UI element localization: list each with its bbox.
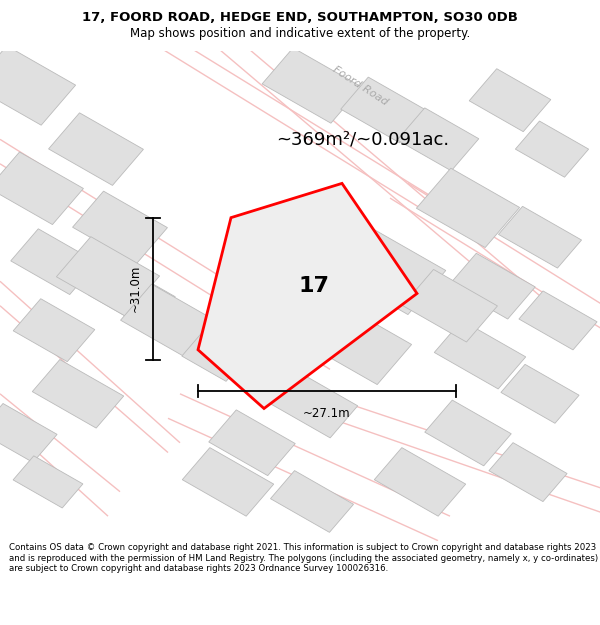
Polygon shape xyxy=(374,448,466,516)
Polygon shape xyxy=(425,400,511,466)
Polygon shape xyxy=(209,410,295,476)
Polygon shape xyxy=(262,48,362,123)
Polygon shape xyxy=(501,364,579,423)
Polygon shape xyxy=(434,321,526,389)
Polygon shape xyxy=(56,237,160,316)
Polygon shape xyxy=(258,312,318,358)
Polygon shape xyxy=(198,183,417,409)
Text: 17, FOORD ROAD, HEDGE END, SOUTHAMPTON, SO30 0DB: 17, FOORD ROAD, HEDGE END, SOUTHAMPTON, … xyxy=(82,11,518,24)
Polygon shape xyxy=(397,108,479,171)
Polygon shape xyxy=(73,191,167,264)
Polygon shape xyxy=(499,206,581,268)
Polygon shape xyxy=(0,46,76,125)
Polygon shape xyxy=(469,69,551,132)
Polygon shape xyxy=(182,328,250,381)
Text: Contains OS data © Crown copyright and database right 2021. This information is : Contains OS data © Crown copyright and d… xyxy=(9,543,598,573)
Polygon shape xyxy=(121,284,215,357)
Polygon shape xyxy=(182,448,274,516)
Polygon shape xyxy=(308,305,412,384)
Polygon shape xyxy=(13,456,83,508)
Polygon shape xyxy=(519,291,597,350)
Text: ~31.0m: ~31.0m xyxy=(129,265,142,312)
Polygon shape xyxy=(89,263,175,329)
Polygon shape xyxy=(403,269,497,342)
Polygon shape xyxy=(0,152,83,224)
Polygon shape xyxy=(49,113,143,186)
Polygon shape xyxy=(13,299,95,362)
Text: Map shows position and indicative extent of the property.: Map shows position and indicative extent… xyxy=(130,27,470,40)
Polygon shape xyxy=(271,471,353,532)
Polygon shape xyxy=(334,228,446,314)
Polygon shape xyxy=(341,77,427,143)
Polygon shape xyxy=(32,359,124,428)
Polygon shape xyxy=(266,369,358,438)
Polygon shape xyxy=(489,442,567,502)
Text: Foord Road: Foord Road xyxy=(331,64,389,107)
Text: ~369m²/~0.091ac.: ~369m²/~0.091ac. xyxy=(276,131,449,148)
Text: ~27.1m: ~27.1m xyxy=(303,407,351,420)
Polygon shape xyxy=(0,404,57,462)
Text: 17: 17 xyxy=(299,276,330,296)
Polygon shape xyxy=(515,121,589,177)
Polygon shape xyxy=(416,168,520,248)
Polygon shape xyxy=(449,253,535,319)
Polygon shape xyxy=(11,229,97,294)
